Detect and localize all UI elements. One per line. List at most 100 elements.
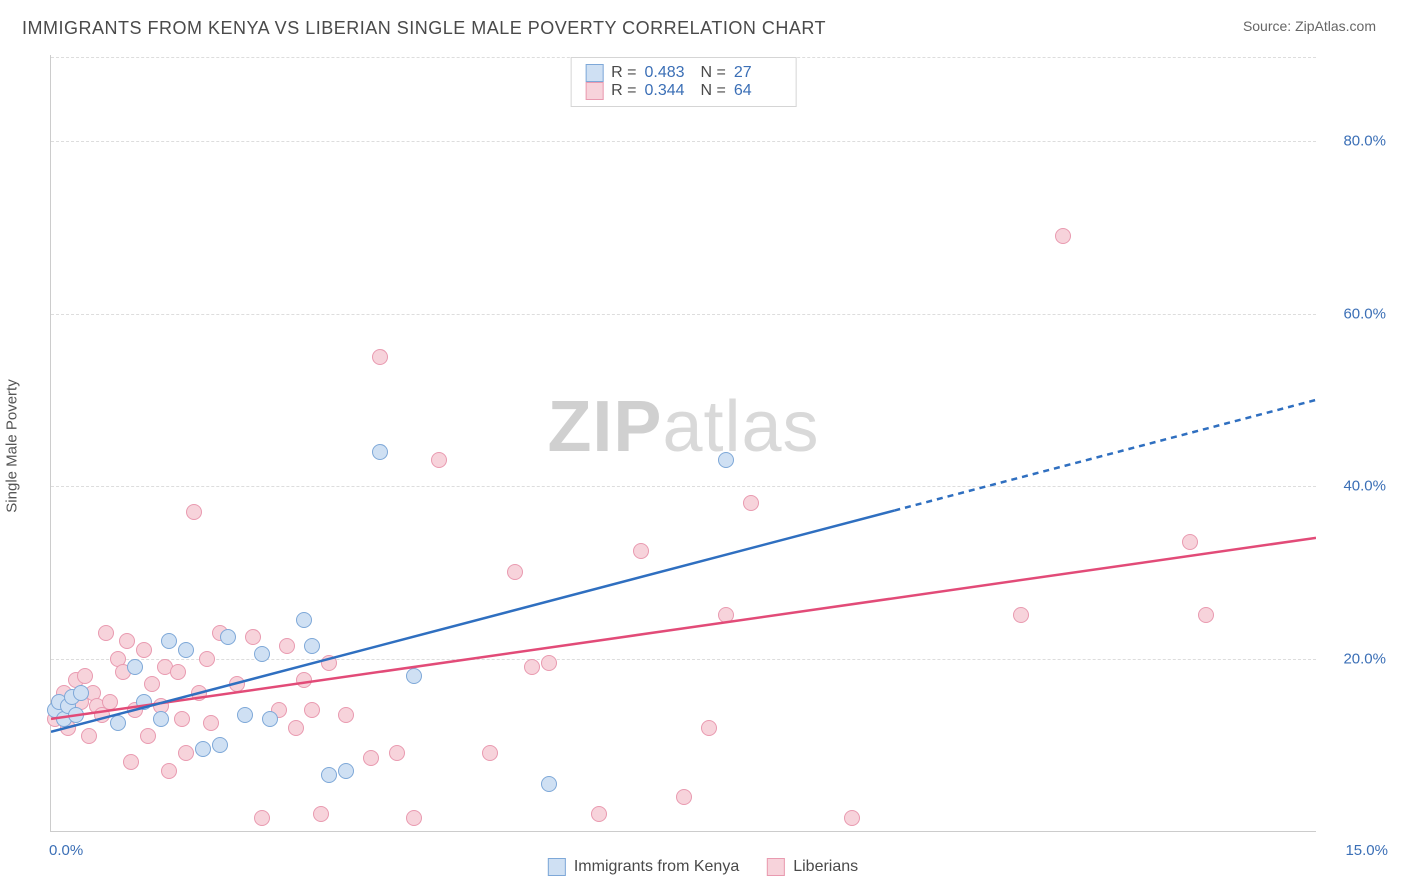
header-bar: IMMIGRANTS FROM KENYA VS LIBERIAN SINGLE… <box>0 0 1406 47</box>
r-value-liberia: 0.344 <box>645 82 693 100</box>
scatter-point <box>262 711 278 727</box>
n-label: N = <box>701 64 726 82</box>
gridline <box>51 141 1316 142</box>
scatter-point <box>541 776 557 792</box>
scatter-point <box>191 685 207 701</box>
scatter-point <box>123 754 139 770</box>
watermark-bold: ZIP <box>547 387 662 467</box>
scatter-point <box>1055 228 1071 244</box>
n-value-kenya: 27 <box>734 64 782 82</box>
scatter-point <box>321 655 337 671</box>
legend-label-liberia: Liberians <box>793 858 858 876</box>
scatter-point <box>541 655 557 671</box>
scatter-point <box>237 707 253 723</box>
gridline <box>51 486 1316 487</box>
scatter-point <box>178 642 194 658</box>
scatter-point <box>81 728 97 744</box>
scatter-point <box>68 707 84 723</box>
scatter-point <box>77 668 93 684</box>
scatter-point <box>119 633 135 649</box>
scatter-point <box>363 750 379 766</box>
legend-item-liberia: Liberians <box>767 858 858 876</box>
x-axis-max-label: 15.0% <box>1345 842 1388 859</box>
scatter-point <box>102 694 118 710</box>
n-value-liberia: 64 <box>734 82 782 100</box>
scatter-point <box>296 612 312 628</box>
scatter-point <box>633 543 649 559</box>
scatter-point <box>524 659 540 675</box>
gridline <box>51 659 1316 660</box>
legend-row-kenya: R = 0.483 N = 27 <box>585 64 782 82</box>
watermark-rest: atlas <box>662 387 819 467</box>
swatch-kenya-icon <box>548 858 566 876</box>
scatter-point <box>144 676 160 692</box>
scatter-point <box>304 638 320 654</box>
watermark: ZIPatlas <box>547 386 819 468</box>
scatter-point <box>743 495 759 511</box>
scatter-point <box>338 763 354 779</box>
scatter-point <box>136 694 152 710</box>
n-label: N = <box>701 82 726 100</box>
scatter-point <box>161 763 177 779</box>
scatter-point <box>254 646 270 662</box>
scatter-point <box>313 806 329 822</box>
scatter-point <box>110 715 126 731</box>
legend-item-kenya: Immigrants from Kenya <box>548 858 739 876</box>
chart-plot-area: ZIPatlas R = 0.483 N = 27 R = 0.344 N = … <box>50 55 1316 832</box>
r-label: R = <box>611 82 636 100</box>
legend-row-liberia: R = 0.344 N = 64 <box>585 82 782 100</box>
scatter-point <box>220 629 236 645</box>
source-link[interactable]: ZipAtlas.com <box>1295 18 1376 34</box>
scatter-point <box>389 745 405 761</box>
scatter-point <box>229 676 245 692</box>
y-axis-label: Single Male Poverty <box>4 379 21 512</box>
scatter-point <box>288 720 304 736</box>
scatter-point <box>406 668 422 684</box>
scatter-point <box>482 745 498 761</box>
scatter-point <box>1013 607 1029 623</box>
scatter-point <box>406 810 422 826</box>
scatter-point <box>245 629 261 645</box>
scatter-point <box>296 672 312 688</box>
y-tick-label: 60.0% <box>1326 305 1386 322</box>
scatter-point <box>591 806 607 822</box>
scatter-point <box>127 659 143 675</box>
scatter-point <box>372 444 388 460</box>
legend-label-kenya: Immigrants from Kenya <box>574 858 739 876</box>
scatter-point <box>718 607 734 623</box>
scatter-point <box>676 789 692 805</box>
scatter-point <box>178 745 194 761</box>
swatch-liberia-icon <box>585 82 603 100</box>
scatter-point <box>1198 607 1214 623</box>
scatter-point <box>338 707 354 723</box>
scatter-point <box>304 702 320 718</box>
scatter-point <box>844 810 860 826</box>
y-tick-label: 20.0% <box>1326 650 1386 667</box>
scatter-point <box>153 711 169 727</box>
swatch-liberia-icon <box>767 858 785 876</box>
source-attribution: Source: ZipAtlas.com <box>1243 18 1376 34</box>
series-legend: Immigrants from Kenya Liberians <box>548 858 858 876</box>
gridline <box>51 314 1316 315</box>
correlation-legend: R = 0.483 N = 27 R = 0.344 N = 64 <box>570 57 797 107</box>
scatter-point <box>203 715 219 731</box>
scatter-point <box>279 638 295 654</box>
scatter-point <box>718 452 734 468</box>
scatter-point <box>254 810 270 826</box>
scatter-point <box>321 767 337 783</box>
scatter-point <box>98 625 114 641</box>
scatter-point <box>431 452 447 468</box>
scatter-point <box>507 564 523 580</box>
scatter-point <box>174 711 190 727</box>
scatter-point <box>372 349 388 365</box>
scatter-point <box>212 737 228 753</box>
source-prefix: Source: <box>1243 18 1295 34</box>
scatter-point <box>161 633 177 649</box>
scatter-point <box>140 728 156 744</box>
scatter-point <box>1182 534 1198 550</box>
scatter-point <box>195 741 211 757</box>
scatter-point <box>701 720 717 736</box>
chart-title: IMMIGRANTS FROM KENYA VS LIBERIAN SINGLE… <box>22 18 826 39</box>
swatch-kenya-icon <box>585 64 603 82</box>
scatter-point <box>170 664 186 680</box>
